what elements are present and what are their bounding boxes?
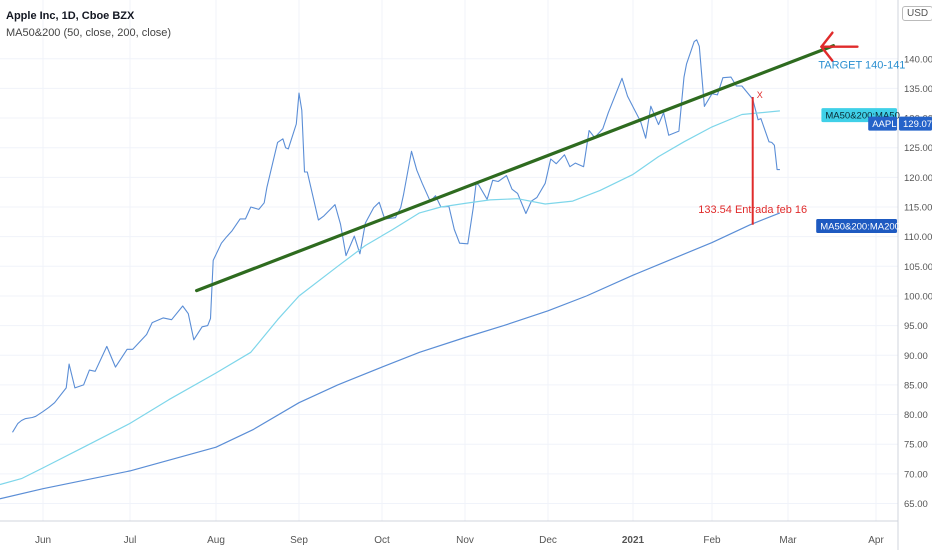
y-tick-label: 70.00: [904, 469, 928, 480]
y-tick-label: 80.00: [904, 410, 928, 421]
indicator-label[interactable]: MA50&200 (50, close, 200, close): [6, 27, 172, 39]
svg-text:129.07: 129.07: [903, 119, 932, 130]
y-tick-label: 115.00: [904, 203, 932, 214]
y-tick-label: 125.00: [904, 143, 932, 154]
x-tick-label: Jun: [35, 535, 51, 546]
y-tick-label: 135.00: [904, 84, 932, 95]
y-tick-label: 100.00: [904, 291, 932, 302]
y-tick-label: 95.00: [904, 321, 928, 332]
x-tick-label: Oct: [374, 535, 390, 546]
chart-legend: Apple Inc, 1D, Cboe BZX MA50&200 (50, cl…: [6, 8, 171, 42]
y-tick-label: 85.00: [904, 380, 928, 391]
x-tick-label: Apr: [868, 535, 884, 546]
price-label-ma50-200-ma200[interactable]: MA50&200:MA200: [816, 218, 900, 233]
price-label-129-07[interactable]: 129.07: [899, 116, 932, 131]
price-line[interactable]: [12, 39, 780, 433]
trend-line[interactable]: [194, 44, 836, 293]
currency-button[interactable]: USD: [902, 6, 932, 21]
x-tick-label: 2021: [622, 535, 645, 546]
svg-text:MA50&200:MA50: MA50&200:MA50: [825, 111, 899, 122]
y-tick-label: 140.00: [904, 54, 932, 65]
symbol-title: Apple Inc, 1D, Cboe BZX: [6, 10, 135, 22]
y-tick-label: 105.00: [904, 262, 932, 273]
target-annotation[interactable]: TARGET 140-141: [818, 60, 905, 72]
target-arrow[interactable]: [820, 31, 859, 62]
x-tick-label: Nov: [456, 535, 474, 546]
x-tick-label: Dec: [539, 535, 557, 546]
x-tick-label: Feb: [703, 535, 721, 546]
price-label-aapl[interactable]: AAPL: [868, 116, 897, 131]
y-tick-label: 120.00: [904, 173, 932, 184]
ma200-line[interactable]: [0, 212, 781, 500]
x-tick-label: Jul: [124, 535, 137, 546]
y-tick-label: 65.00: [904, 499, 928, 510]
svg-text:AAPL: AAPL: [872, 119, 896, 130]
x-tick-label: Sep: [290, 535, 308, 546]
entry-annotation[interactable]: 133.54 Entrada feb 16: [698, 204, 807, 216]
grid: [0, 0, 898, 521]
y-tick-label: 75.00: [904, 440, 928, 451]
entry-x-mark: X: [757, 90, 763, 100]
x-tick-label: Aug: [207, 535, 225, 546]
x-tick-label: Mar: [779, 535, 797, 546]
y-tick-label: 110.00: [904, 232, 932, 243]
ma50-line[interactable]: [0, 110, 780, 486]
svg-text:MA50&200:MA200: MA50&200:MA200: [820, 221, 900, 232]
y-tick-label: 90.00: [904, 351, 928, 362]
